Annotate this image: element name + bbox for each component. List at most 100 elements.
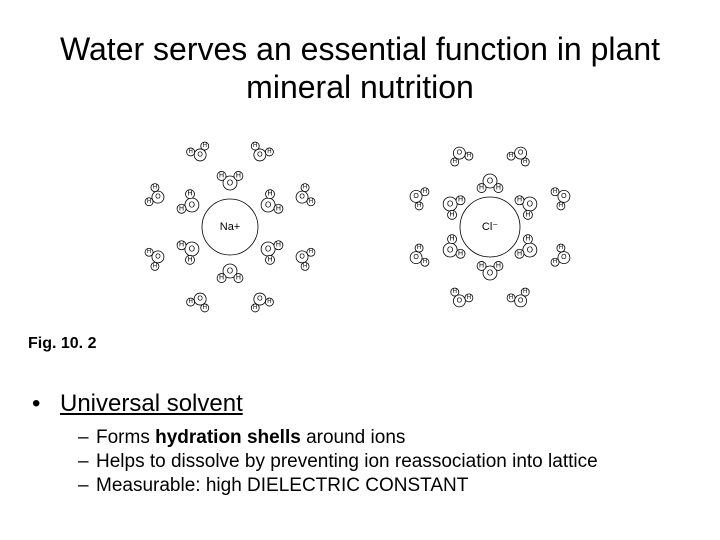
svg-text:H: H: [147, 249, 151, 255]
sub1-bold: hydration shells: [155, 427, 301, 448]
svg-text:H: H: [525, 211, 530, 218]
svg-text:O: O: [561, 193, 567, 200]
svg-text:H: H: [147, 199, 151, 205]
svg-text:H: H: [423, 259, 427, 265]
slide-title: Water serves an essential function in pl…: [40, 30, 680, 107]
svg-text:O: O: [189, 244, 195, 253]
svg-text:H: H: [219, 172, 224, 179]
sub1-pre: Forms: [96, 427, 155, 448]
sub-bullet-1: Forms hydration shells around ions: [78, 426, 680, 450]
hydration-shell-cl: Cl⁻OHHOHHOHHOHHOHHOHHOHHOHHOHHOHHOHHOHHO…: [390, 127, 590, 327]
sub-bullet-2: Helps to dissolve by preventing ion reas…: [78, 450, 680, 474]
svg-text:H: H: [559, 245, 563, 251]
svg-text:H: H: [479, 262, 484, 269]
svg-text:O: O: [413, 254, 419, 261]
svg-text:H: H: [236, 172, 241, 179]
svg-text:O: O: [457, 297, 463, 304]
svg-text:H: H: [523, 289, 527, 295]
slide: Water serves an essential function in pl…: [0, 0, 720, 540]
svg-text:H: H: [479, 184, 484, 191]
svg-text:H: H: [153, 184, 157, 190]
diagram-row: Na+OHHOHHOHHOHHOHHOHHOHHOHHOHHOHHOHHOHHO…: [40, 127, 680, 327]
bullet-main: Universal solvent: [60, 390, 680, 418]
svg-text:H: H: [267, 149, 271, 155]
svg-text:H: H: [467, 295, 471, 301]
svg-text:H: H: [417, 245, 421, 251]
svg-text:H: H: [458, 197, 463, 204]
svg-text:H: H: [309, 199, 313, 205]
bullet-main-text: Universal solvent: [60, 390, 243, 417]
svg-text:O: O: [527, 199, 533, 208]
svg-text:H: H: [458, 250, 463, 257]
svg-text:H: H: [267, 190, 272, 197]
svg-text:O: O: [518, 297, 524, 304]
svg-text:O: O: [487, 268, 493, 277]
svg-text:H: H: [219, 274, 224, 281]
svg-text:H: H: [517, 250, 522, 257]
svg-text:O: O: [527, 245, 533, 254]
svg-text:O: O: [447, 245, 453, 254]
svg-text:H: H: [496, 262, 501, 269]
svg-text:H: H: [236, 274, 241, 281]
svg-text:Na+: Na+: [220, 221, 241, 233]
svg-text:O: O: [447, 199, 453, 208]
svg-text:O: O: [189, 200, 195, 209]
svg-text:H: H: [467, 153, 471, 159]
svg-text:O: O: [457, 149, 463, 156]
svg-text:H: H: [559, 203, 563, 209]
svg-text:H: H: [203, 305, 207, 311]
sub1-post: around ions: [301, 427, 406, 448]
svg-text:O: O: [197, 295, 203, 302]
svg-text:H: H: [188, 299, 192, 305]
svg-text:O: O: [265, 244, 271, 253]
svg-text:H: H: [267, 299, 271, 305]
sub-bullet-3: Measurable: high DIELECTRIC CONSTANT: [78, 474, 680, 498]
svg-text:O: O: [413, 193, 419, 200]
svg-text:H: H: [509, 295, 513, 301]
svg-text:H: H: [417, 203, 421, 209]
svg-text:H: H: [450, 235, 455, 242]
svg-text:H: H: [453, 289, 457, 295]
svg-text:O: O: [299, 253, 305, 260]
svg-text:H: H: [303, 263, 307, 269]
svg-text:H: H: [553, 259, 557, 265]
svg-text:O: O: [299, 193, 305, 200]
svg-text:H: H: [309, 249, 313, 255]
svg-text:H: H: [179, 242, 184, 249]
figure-label: Fig. 10. 2: [28, 335, 96, 353]
svg-text:H: H: [303, 184, 307, 190]
svg-text:H: H: [450, 211, 455, 218]
hydration-shell-na: Na+OHHOHHOHHOHHOHHOHHOHHOHHOHHOHHOHHOHHO…: [130, 127, 330, 327]
svg-text:H: H: [253, 143, 257, 149]
svg-text:O: O: [227, 266, 233, 275]
svg-text:O: O: [155, 253, 161, 260]
svg-text:H: H: [553, 189, 557, 195]
sub-bullet-list: Forms hydration shells around ions Helps…: [78, 426, 680, 497]
svg-text:O: O: [227, 178, 233, 187]
svg-text:H: H: [187, 190, 192, 197]
svg-text:H: H: [187, 256, 192, 263]
svg-text:H: H: [525, 235, 530, 242]
svg-text:H: H: [253, 305, 257, 311]
svg-text:H: H: [203, 143, 207, 149]
svg-text:O: O: [561, 254, 567, 261]
svg-text:H: H: [517, 197, 522, 204]
svg-text:H: H: [509, 153, 513, 159]
svg-text:H: H: [523, 159, 527, 165]
svg-text:H: H: [153, 263, 157, 269]
svg-text:O: O: [155, 193, 161, 200]
svg-text:Cl⁻: Cl⁻: [482, 221, 498, 233]
svg-text:H: H: [188, 149, 192, 155]
svg-text:O: O: [265, 200, 271, 209]
svg-text:O: O: [257, 295, 263, 302]
svg-text:O: O: [257, 151, 263, 158]
svg-text:H: H: [179, 205, 184, 212]
svg-text:H: H: [453, 159, 457, 165]
svg-text:H: H: [276, 242, 281, 249]
svg-text:O: O: [197, 151, 203, 158]
svg-text:H: H: [267, 256, 272, 263]
svg-text:H: H: [423, 189, 427, 195]
svg-text:H: H: [276, 205, 281, 212]
svg-text:O: O: [518, 149, 524, 156]
bullet-list: Universal solvent Forms hydration shells…: [60, 390, 680, 497]
